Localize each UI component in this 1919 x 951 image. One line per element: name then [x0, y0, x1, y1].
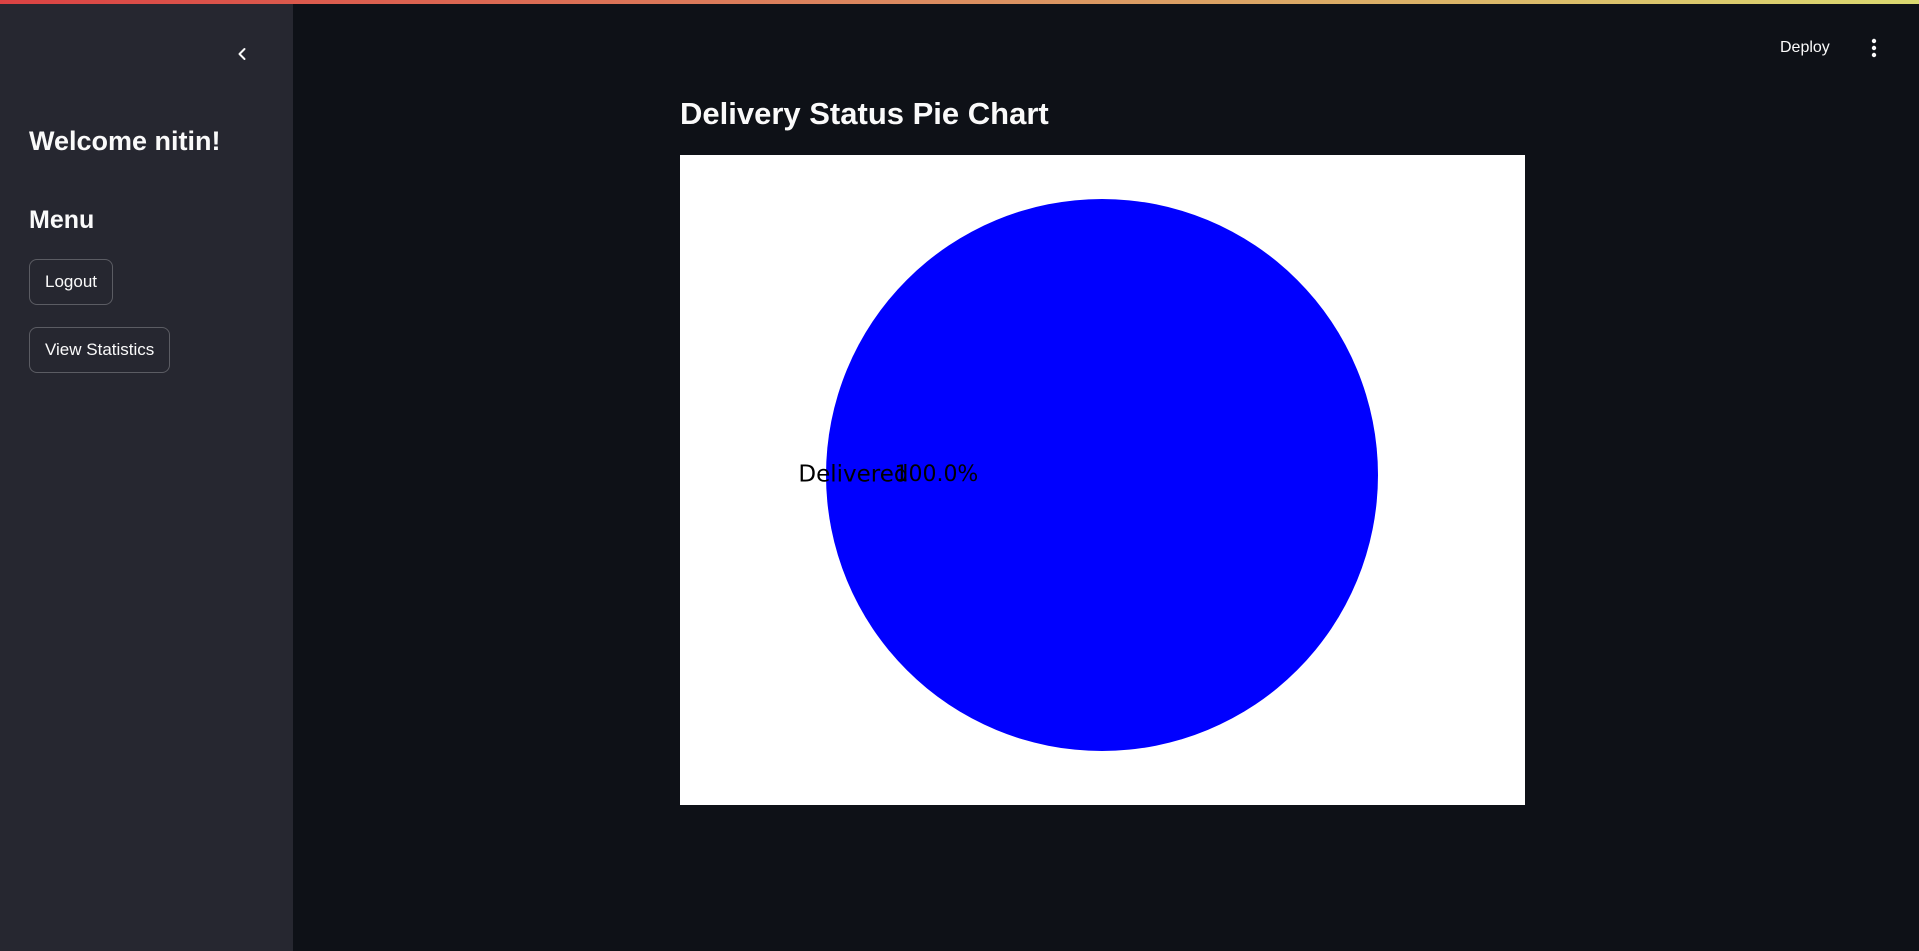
collapse-sidebar-button[interactable]: [228, 40, 256, 68]
more-vertical-icon: [1871, 38, 1877, 58]
logout-button[interactable]: Logout: [29, 259, 113, 305]
top-decoration-bar: [0, 0, 1919, 4]
deploy-button[interactable]: Deploy: [1780, 39, 1830, 56]
chevron-left-icon: [238, 48, 246, 60]
pie-category-label: Delivered: [798, 462, 908, 488]
pie-chart: 100.0%Delivered: [798, 199, 1378, 751]
sidebar: Welcome nitin! Menu Logout View Statisti…: [0, 4, 293, 951]
pie-percent-label: 100.0%: [894, 462, 978, 487]
pie-chart-figure: 100.0% Delivered: [680, 155, 1525, 805]
page-title: Delivery Status Pie Chart: [680, 96, 1049, 131]
main-menu-button[interactable]: [1862, 34, 1886, 62]
view-statistics-button[interactable]: View Statistics: [29, 327, 171, 373]
menu-heading: Menu: [29, 206, 95, 234]
welcome-heading: Welcome nitin!: [29, 126, 221, 156]
pie-slice-delivered: [826, 199, 1378, 751]
